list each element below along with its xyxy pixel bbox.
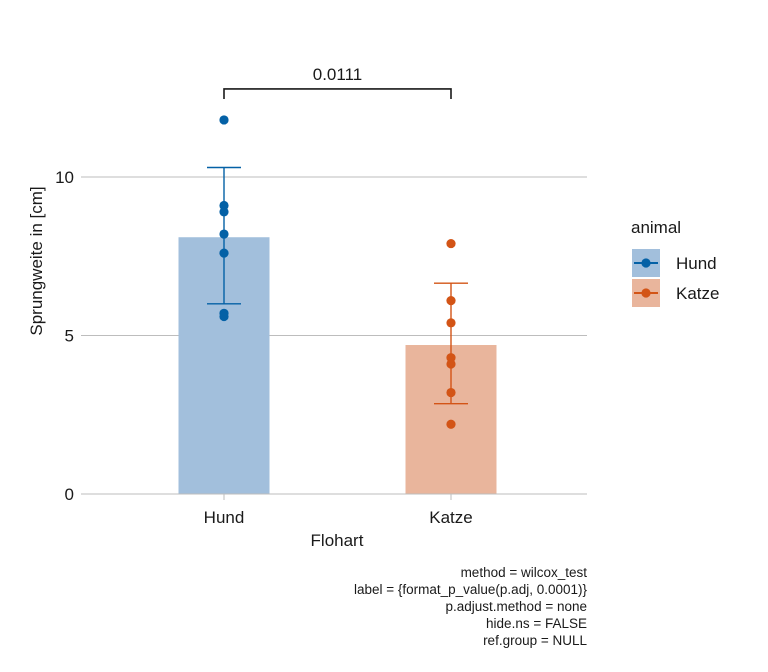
x-axis-title: Flohart	[311, 531, 364, 550]
y-tick-label-5: 5	[65, 327, 74, 346]
point-hund-4	[219, 248, 229, 258]
point-hund-3	[219, 229, 229, 239]
caption-line-1: label = {format_p_value(p.adj, 0.0001)}	[354, 582, 588, 597]
x-tick-label-hund: Hund	[204, 508, 245, 527]
point-hund-0	[219, 115, 229, 125]
caption-line-4: ref.group = NULL	[483, 633, 587, 648]
axes: 0 5 10 Hund Katze	[55, 168, 587, 527]
point-hund-6	[219, 311, 229, 322]
point-hund-1	[219, 200, 229, 211]
caption-line-2: p.adjust.method = none	[446, 599, 587, 614]
legend-key-point-hund	[641, 258, 651, 268]
point-katze-6	[446, 419, 456, 429]
point-katze-5	[446, 387, 456, 398]
legend-title: animal	[631, 218, 681, 237]
significance-bracket: 0.0111	[223, 65, 452, 99]
data-points	[219, 115, 456, 429]
point-katze-4	[446, 359, 456, 369]
y-tick-label-10: 10	[55, 168, 74, 187]
y-tick-label-0: 0	[65, 485, 74, 504]
x-tick-label-katze: Katze	[429, 508, 472, 527]
bracket-line	[223, 88, 452, 99]
point-katze-1	[446, 296, 456, 306]
caption-line-0: method = wilcox_test	[461, 565, 588, 580]
y-axis-title: Sprungweite in [cm]	[27, 186, 46, 335]
point-katze-3	[446, 353, 456, 363]
legend-key-point-katze	[641, 288, 651, 298]
point-katze-2	[446, 318, 456, 328]
caption-line-3: hide.ns = FALSE	[486, 616, 587, 631]
legend: animal Hund Katze	[631, 218, 719, 307]
point-katze-0	[446, 238, 456, 249]
gridlines	[81, 176, 587, 336]
bracket-p-value: 0.0111	[313, 65, 362, 84]
legend-label-katze: Katze	[676, 284, 719, 303]
legend-label-hund: Hund	[676, 254, 717, 273]
point-hund-2	[219, 207, 229, 217]
